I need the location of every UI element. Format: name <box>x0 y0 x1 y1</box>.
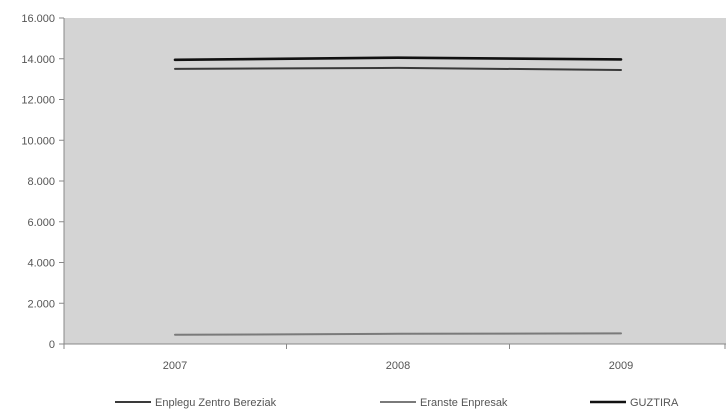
y-tick-label: 16.000 <box>21 13 55 25</box>
x-axis: 2007 2008 2009 <box>63 343 726 372</box>
series-layer <box>173 56 623 336</box>
y-tick-label: 10.000 <box>21 135 55 147</box>
x-tick-label: 2009 <box>609 360 633 372</box>
y-tick-label: 4.000 <box>27 258 55 270</box>
x-tick-label: 2007 <box>163 360 187 372</box>
legend-label: Eranste Enpresak <box>420 397 508 409</box>
legend-label: Enplegu Zentro Bereziak <box>155 397 277 409</box>
series-line-1 <box>174 66 622 71</box>
x-tick-label: 2008 <box>386 360 410 372</box>
y-tick-label: 14.000 <box>21 54 55 66</box>
y-tick-label: 2.000 <box>27 298 55 310</box>
plot-area <box>64 18 726 344</box>
series-line-2 <box>174 332 622 336</box>
legend-label: GUZTIRA <box>630 397 679 409</box>
y-axis: 0 2.000 4.000 6.000 8.000 10.000 12.000 14.000 1… <box>21 13 65 351</box>
y-tick-label: 12.000 <box>21 95 55 107</box>
y-tick-label: 6.000 <box>27 217 55 229</box>
y-tick-label: 0 <box>49 339 55 351</box>
y-tick-label: 8.000 <box>27 176 55 188</box>
legend: Enplegu Zentro Bereziak Eranste Enpresak G… <box>115 397 679 409</box>
series-line-3 <box>173 56 623 62</box>
